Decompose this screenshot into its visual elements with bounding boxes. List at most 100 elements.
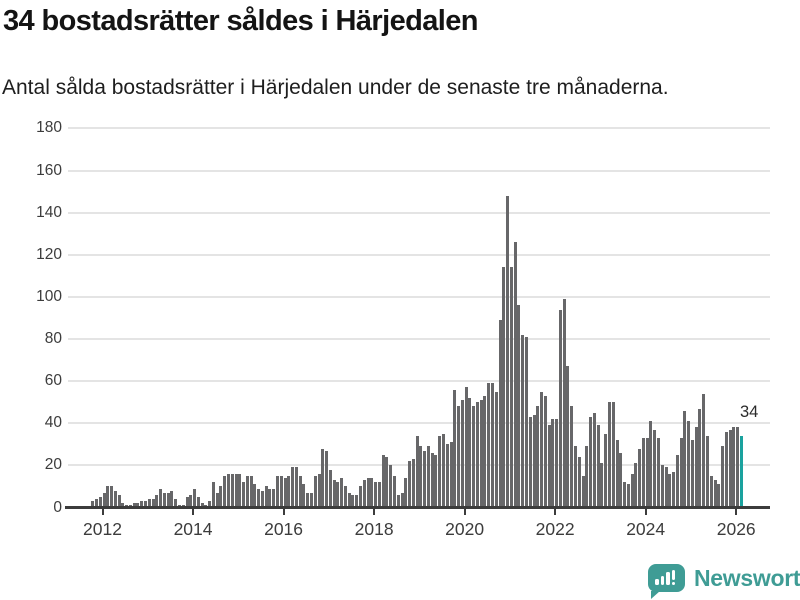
bar [136,503,140,508]
chart-subtitle: Antal sålda bostadsrätter i Härjedalen u… [2,76,669,99]
bar [634,463,638,508]
bar [562,299,566,508]
bar [475,402,479,508]
bar [679,438,683,508]
bar [479,400,483,508]
bar [509,267,513,508]
bar [260,490,264,508]
bar [619,452,623,508]
y-tick-label: 80 [44,330,62,348]
bar [396,494,400,508]
bar [581,475,585,508]
bar [325,450,329,508]
bar [472,406,476,508]
bar [487,383,491,508]
bar [366,478,370,508]
bar [690,440,694,508]
bar [668,473,672,508]
bar [355,494,359,508]
bar [547,425,551,508]
bar [577,456,581,508]
bar [321,448,325,508]
bar [404,478,408,508]
bar [468,397,472,508]
bar [653,429,657,508]
bar [196,496,200,508]
bar [257,488,261,508]
bar [374,482,378,508]
bar [521,334,525,508]
bar [517,305,521,508]
x-tick [735,508,738,515]
bar [170,490,174,508]
gridline [68,422,770,425]
bar [94,499,98,508]
bar [332,480,336,508]
gridline [68,127,770,130]
bar [672,471,676,508]
bar [551,419,555,508]
bar [419,446,423,508]
bar [660,465,664,508]
bar [415,435,419,508]
x-axis-line [65,506,770,509]
bar [611,402,615,508]
bar [641,438,645,508]
gridline [68,295,770,298]
bar [728,429,732,508]
bar [513,242,517,508]
bar [166,492,170,508]
bar [555,419,559,508]
bar [615,440,619,508]
y-tick-label: 100 [36,287,62,305]
bar [340,478,344,508]
gridline [68,211,770,214]
bar [253,484,257,508]
bar [193,488,197,508]
bar [687,421,691,508]
bar [287,475,291,508]
highlighted-bar [739,435,743,508]
gridline [68,338,770,341]
x-tick-label: 2024 [626,518,666,539]
bar [91,501,95,508]
bar [638,448,642,508]
bar [574,446,578,508]
bar [306,492,310,508]
bar [245,475,249,508]
x-tick [644,508,647,515]
bar [694,427,698,508]
bar [528,416,532,508]
bar [302,484,306,508]
bar [558,309,562,508]
bar [230,473,234,508]
x-tick [192,508,195,515]
bar [426,446,430,508]
x-tick-label: 2014 [173,518,213,539]
bar [664,467,668,508]
bar [570,406,574,508]
bar [200,503,204,508]
bar [645,438,649,508]
newsworthy-logo-text: Newsworthy [694,565,800,591]
bar [423,450,427,508]
y-tick-label: 120 [36,245,62,263]
bar [242,482,246,508]
bar [623,482,627,508]
bar [211,482,215,508]
bar [491,383,495,508]
bar [385,456,389,508]
bar [226,473,230,508]
bar [498,320,502,508]
bar [626,484,630,508]
bar [460,400,464,508]
bar [457,406,461,508]
bar [298,475,302,508]
bar [721,446,725,508]
bar [370,478,374,508]
bar [589,416,593,508]
bar [98,496,102,508]
bar [389,465,393,508]
bar [596,425,600,508]
